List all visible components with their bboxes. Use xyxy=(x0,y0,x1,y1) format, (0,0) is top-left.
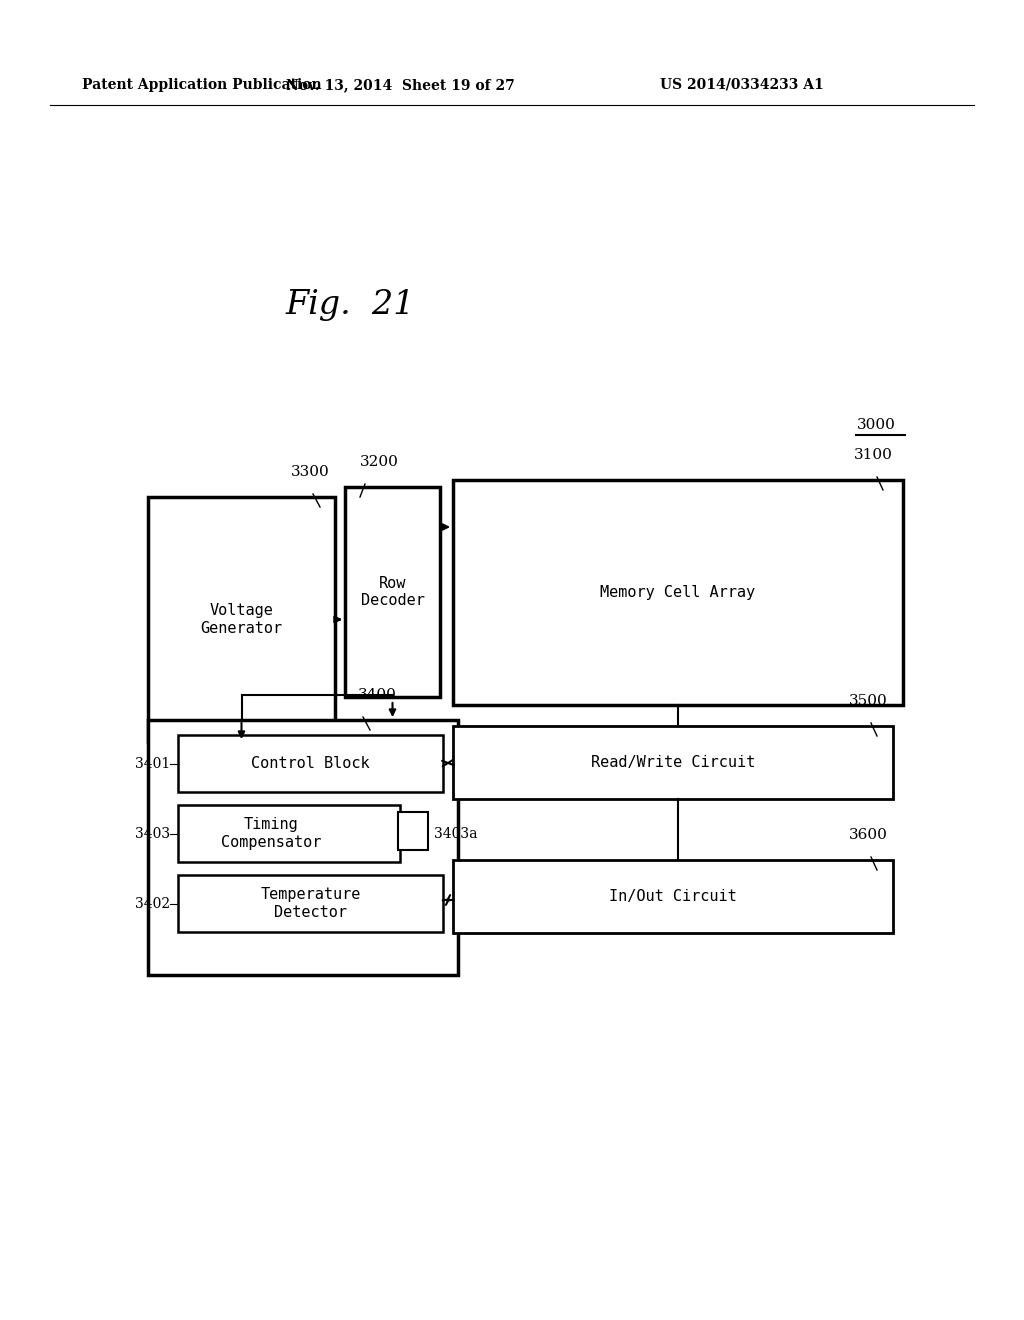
Text: Row
Decoder: Row Decoder xyxy=(360,576,424,609)
Bar xyxy=(178,735,443,792)
Bar xyxy=(148,719,458,975)
Bar xyxy=(345,487,440,697)
Text: In/Out Circuit: In/Out Circuit xyxy=(609,888,737,904)
Text: 3200: 3200 xyxy=(360,455,399,469)
Bar xyxy=(398,812,428,850)
Text: Nov. 13, 2014  Sheet 19 of 27: Nov. 13, 2014 Sheet 19 of 27 xyxy=(286,78,514,92)
Text: Patent Application Publication: Patent Application Publication xyxy=(82,78,322,92)
Text: Voltage
Generator: Voltage Generator xyxy=(201,603,283,636)
Text: Read/Write Circuit: Read/Write Circuit xyxy=(591,755,755,770)
Bar xyxy=(178,875,443,932)
Bar xyxy=(453,861,893,933)
Text: 3500: 3500 xyxy=(849,694,888,708)
Bar xyxy=(178,805,400,862)
Text: 3100: 3100 xyxy=(854,447,893,462)
Text: 3300: 3300 xyxy=(291,465,330,479)
Bar xyxy=(453,480,903,705)
Text: 3400: 3400 xyxy=(358,688,397,702)
Text: 3403: 3403 xyxy=(135,826,170,841)
Bar xyxy=(453,726,893,799)
Text: 3000: 3000 xyxy=(857,418,896,432)
Text: Fig.  21: Fig. 21 xyxy=(286,289,415,321)
Text: Memory Cell Array: Memory Cell Array xyxy=(600,585,756,601)
Text: US 2014/0334233 A1: US 2014/0334233 A1 xyxy=(660,78,823,92)
Text: 3600: 3600 xyxy=(849,828,888,842)
Bar xyxy=(148,498,335,742)
Text: Temperature
Detector: Temperature Detector xyxy=(260,887,360,920)
Text: 3403a: 3403a xyxy=(434,826,477,841)
Text: Timing
Compensator: Timing Compensator xyxy=(221,817,322,850)
Text: 3402: 3402 xyxy=(135,896,170,911)
Text: 3401: 3401 xyxy=(135,756,170,771)
Text: Control Block: Control Block xyxy=(251,756,370,771)
